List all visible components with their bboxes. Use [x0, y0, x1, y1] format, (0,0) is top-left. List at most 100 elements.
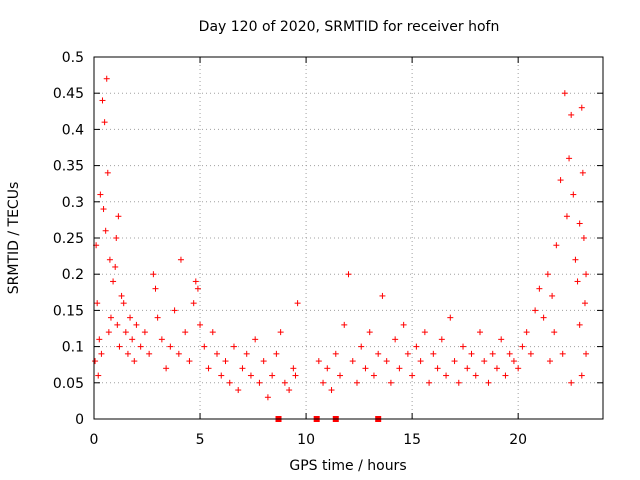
y-axis-label: SRMTID / TECUs: [6, 182, 22, 295]
data-point: [572, 256, 579, 263]
data-point: [118, 292, 125, 299]
data-point: [152, 285, 159, 292]
data-point: [498, 336, 505, 343]
data-point: [434, 365, 441, 372]
data-point: [502, 372, 509, 379]
data-point: [536, 285, 543, 292]
data-point: [546, 358, 553, 365]
data-point: [167, 343, 174, 350]
data-point: [243, 350, 250, 357]
data-point: [515, 365, 522, 372]
data-point: [192, 278, 199, 285]
data-point: [252, 336, 259, 343]
y-tick-label: 0.1: [62, 340, 84, 356]
data-point: [438, 336, 445, 343]
data-point: [260, 358, 267, 365]
data-point: [379, 292, 386, 299]
data-point: [485, 379, 492, 386]
data-point: [214, 350, 221, 357]
data-point: [163, 365, 170, 372]
data-point: [247, 372, 254, 379]
data-point: [98, 350, 105, 357]
data-point: [579, 169, 586, 176]
data-point: [186, 358, 193, 365]
data-point: [97, 191, 104, 198]
data-point: [131, 358, 138, 365]
y-tick-label: 0.25: [53, 231, 84, 247]
data-point: [476, 329, 483, 336]
data-point: [417, 358, 424, 365]
data-point: [472, 372, 479, 379]
y-tick-label: 0.2: [62, 267, 84, 283]
data-point: [120, 300, 127, 307]
data-point: [113, 235, 120, 241]
data-point: [460, 343, 467, 350]
data-point: [581, 300, 588, 307]
data-point: [576, 321, 583, 328]
data-point: [332, 350, 339, 357]
data-point: [455, 379, 462, 386]
x-tick-label: 0: [90, 432, 99, 448]
data-point: [506, 350, 513, 357]
data-point: [235, 387, 242, 394]
data-point: [239, 365, 246, 372]
axis-ticks: 0 0.05 0.1 0.15 0.2 0.25 0.3 0.35 0.4 0.45 0.5 0 5 10…: [53, 50, 603, 448]
data-point: [551, 329, 558, 336]
data-point: [197, 321, 204, 328]
data-point: [99, 97, 106, 104]
data-point: [578, 104, 585, 111]
data-point: [92, 358, 99, 365]
data-point: [568, 111, 575, 118]
data-point: [133, 321, 140, 328]
data-point: [568, 379, 575, 386]
data-point: [218, 372, 225, 379]
data-point: [540, 314, 547, 321]
y-tick-label: 0.45: [53, 86, 84, 102]
y-tick-label: 0.5: [62, 50, 84, 66]
data-point: [337, 372, 344, 379]
data-point: [375, 350, 382, 357]
data-point: [154, 314, 161, 321]
data-point: [106, 256, 113, 263]
data-point: [205, 365, 212, 372]
y-tick-label: 0.4: [62, 122, 84, 138]
data-point: [141, 329, 148, 336]
data-point: [273, 350, 280, 357]
data-point: [129, 336, 136, 343]
data-point: [523, 329, 530, 336]
data-point: [137, 343, 144, 350]
data-point: [430, 350, 437, 357]
data-point: [182, 329, 189, 336]
data-point: [527, 350, 534, 357]
data-point: [345, 271, 352, 278]
data-point: [519, 343, 526, 350]
data-point: [127, 314, 134, 321]
data-point: [194, 285, 201, 292]
y-tick-label: 0.05: [53, 376, 84, 392]
data-point: [281, 379, 288, 386]
data-point: [158, 336, 165, 343]
data-point: [95, 372, 102, 379]
data-point: [315, 358, 322, 365]
y-tick-label: 0.15: [53, 303, 84, 319]
data-point: [105, 329, 112, 336]
x-tick-label: 20: [509, 432, 527, 448]
data-point: [421, 329, 428, 336]
data-point: [409, 372, 416, 379]
x-tick-label: 15: [403, 432, 421, 448]
data-point: [557, 177, 564, 184]
y-tick-label: 0.3: [62, 195, 84, 211]
x-tick-label: 10: [297, 432, 315, 448]
data-point: [510, 358, 517, 365]
data-point: [107, 314, 114, 321]
data-point: [532, 307, 539, 314]
data-point: [112, 263, 119, 270]
data-point: [362, 365, 369, 372]
data-point: [150, 271, 157, 278]
data-point: [115, 213, 122, 220]
data-point: [94, 300, 101, 307]
data-point: [563, 213, 570, 220]
data-point: [366, 329, 373, 336]
data-point: [102, 227, 109, 234]
data-point: [400, 321, 407, 328]
